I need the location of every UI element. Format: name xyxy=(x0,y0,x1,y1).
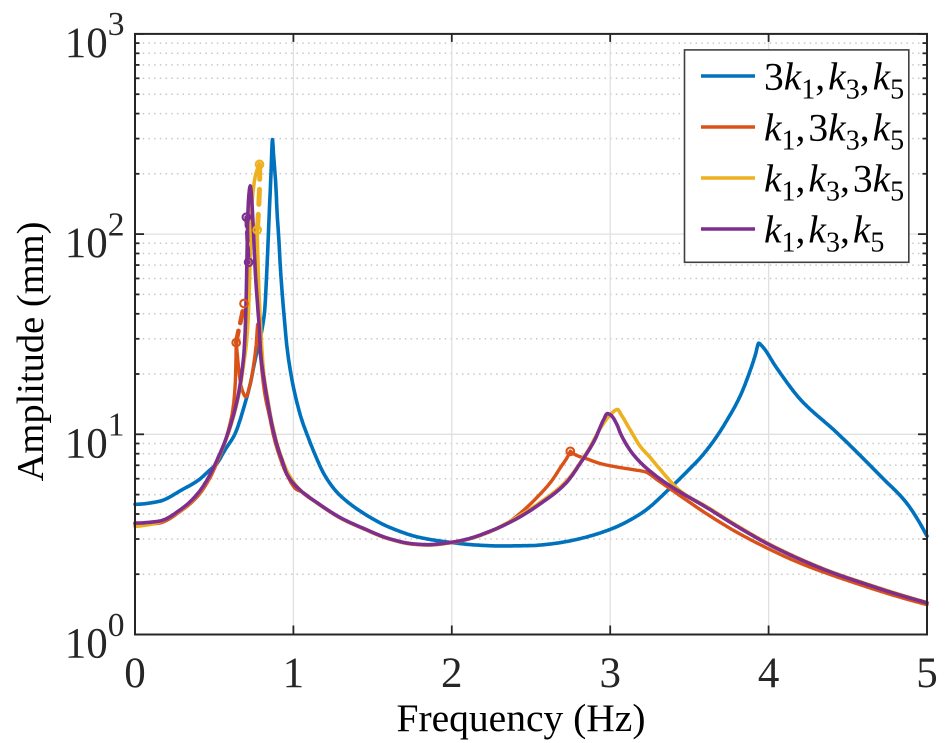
svg-text:k1,k3,k5: k1,k3,k5 xyxy=(764,208,884,259)
svg-text:5: 5 xyxy=(916,650,938,697)
svg-text:Frequency (Hz): Frequency (Hz) xyxy=(397,696,646,740)
svg-text:0: 0 xyxy=(124,650,146,697)
svg-text:2: 2 xyxy=(441,650,463,697)
svg-text:k1,k3,3k5: k1,k3,3k5 xyxy=(764,157,904,208)
svg-text:Amplitude (mm): Amplitude (mm) xyxy=(10,222,52,482)
svg-text:3k1,k3,k5: 3k1,k3,k5 xyxy=(764,55,904,106)
svg-text:1: 1 xyxy=(283,650,305,697)
svg-text:k1,3k3,k5: k1,3k3,k5 xyxy=(764,106,904,157)
svg-text:3: 3 xyxy=(599,650,621,697)
svg-text:4: 4 xyxy=(758,650,780,697)
